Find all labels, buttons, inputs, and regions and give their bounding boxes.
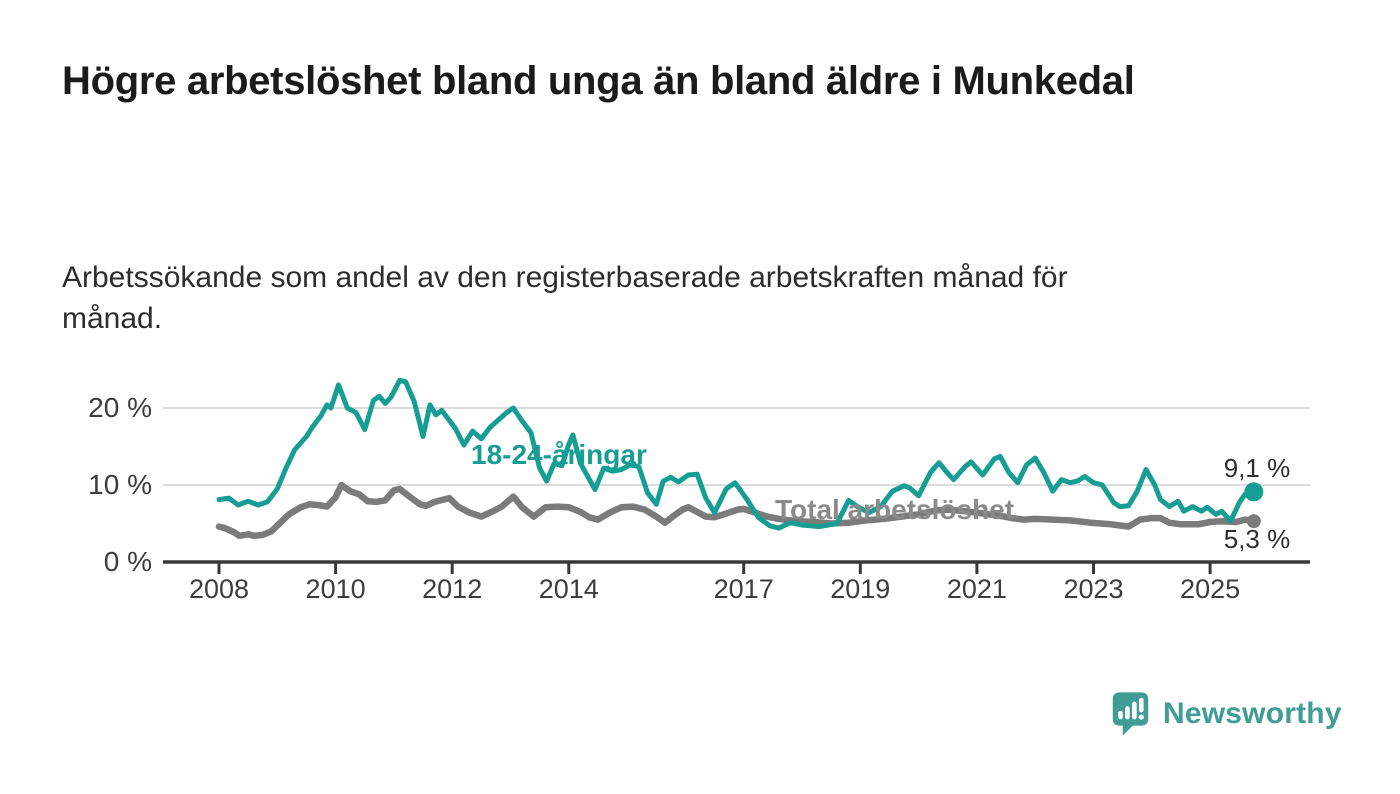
chart-subtitle: Arbetssökande som andel av den registerb… bbox=[62, 261, 1068, 335]
x-axis-tick-label: 2008 bbox=[188, 574, 250, 604]
newsworthy-logo-icon bbox=[1112, 692, 1149, 736]
x-axis-tick-label: 2025 bbox=[1180, 574, 1241, 604]
series-label-total-arbetsloshet: Total arbetslöshet bbox=[775, 494, 1015, 525]
x-axis-tick-label: 2023 bbox=[1063, 574, 1124, 604]
end-value-label-youth: 9,1 % bbox=[1223, 453, 1291, 483]
series-end-dot-youth bbox=[1244, 482, 1264, 502]
x-axis-tick-label: 2021 bbox=[946, 574, 1007, 604]
series-line-youth bbox=[216, 377, 1257, 531]
series-label-18-24-aringar: 18-24-åringar bbox=[471, 439, 647, 470]
series-line-total bbox=[215, 481, 1258, 540]
newsworthy-logo: Newsworthy bbox=[1112, 686, 1342, 742]
chart-title: Högre arbetslöshet bland unga än bland ä… bbox=[62, 59, 1135, 103]
x-axis-tick-label: 2019 bbox=[830, 574, 891, 604]
x-axis-tick-label: 2012 bbox=[422, 574, 483, 604]
y-axis-tick-label: 10 % bbox=[88, 469, 152, 500]
x-axis-tick-label: 2014 bbox=[538, 574, 599, 604]
newsworthy-logo-text: Newsworthy bbox=[1163, 697, 1342, 730]
end-value-label-total: 5,3 % bbox=[1223, 524, 1291, 554]
y-axis-tick-label: 20 % bbox=[88, 392, 152, 423]
x-axis-tick-label: 2010 bbox=[305, 574, 366, 604]
y-axis-tick-label: 0 % bbox=[103, 546, 152, 577]
series-end-dot-total bbox=[1246, 514, 1261, 529]
x-axis-tick-label: 2017 bbox=[713, 574, 774, 604]
